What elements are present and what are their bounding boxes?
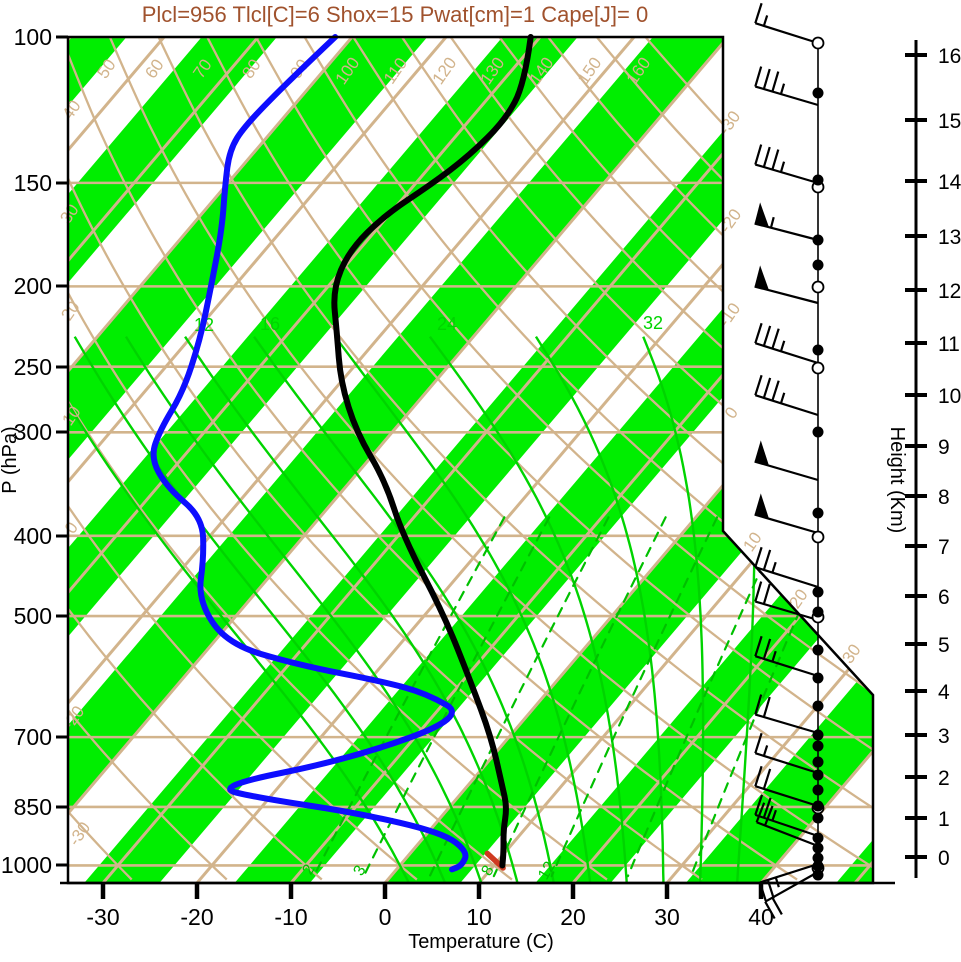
svg-text:3: 3 xyxy=(938,725,950,748)
temperature-curve xyxy=(331,34,534,869)
svg-text:15: 15 xyxy=(938,110,961,133)
svg-text:11: 11 xyxy=(938,333,960,356)
svg-text:2: 2 xyxy=(938,767,950,790)
isotherm-green-bands xyxy=(68,37,873,883)
svg-text:14: 14 xyxy=(938,171,961,194)
svg-text:8: 8 xyxy=(938,486,950,509)
svg-text:20: 20 xyxy=(57,298,83,324)
svg-text:300: 300 xyxy=(14,419,52,445)
height-axis-label: Height (Km) xyxy=(886,427,908,534)
svg-text:16: 16 xyxy=(260,314,280,334)
svg-text:-30: -30 xyxy=(715,107,745,138)
svg-text:20: 20 xyxy=(560,904,586,930)
svg-text:-20: -20 xyxy=(180,904,213,930)
svg-text:500: 500 xyxy=(14,603,52,629)
svg-text:250: 250 xyxy=(14,354,52,380)
svg-text:4: 4 xyxy=(938,681,950,704)
svg-text:10: 10 xyxy=(739,529,765,555)
svg-text:1000: 1000 xyxy=(1,852,52,878)
svg-text:13: 13 xyxy=(938,226,961,249)
svg-text:10: 10 xyxy=(938,385,961,408)
svg-text:200: 200 xyxy=(14,273,52,299)
svg-text:40: 40 xyxy=(58,97,84,123)
svg-text:30: 30 xyxy=(654,904,680,930)
svg-text:700: 700 xyxy=(14,724,52,750)
svg-text:150: 150 xyxy=(574,54,606,88)
svg-text:10: 10 xyxy=(466,904,492,930)
dewpoint-curve xyxy=(150,34,469,873)
svg-text:-30: -30 xyxy=(86,904,119,930)
svg-text:32: 32 xyxy=(643,313,663,333)
svg-text:16: 16 xyxy=(938,45,961,68)
svg-text:150: 150 xyxy=(14,170,52,196)
svg-text:5: 5 xyxy=(938,634,950,657)
svg-text:100: 100 xyxy=(14,24,52,50)
svg-text:7: 7 xyxy=(938,536,950,559)
svg-text:400: 400 xyxy=(14,523,52,549)
svg-text:12: 12 xyxy=(938,280,961,303)
svg-text:850: 850 xyxy=(14,794,52,820)
svg-text:0: 0 xyxy=(938,847,950,870)
svg-text:24: 24 xyxy=(437,314,457,334)
chart-title: Plcl=956 Tlcl[C]=6 Shox=15 Pwat[cm]=1 Ca… xyxy=(142,2,648,27)
svg-text:-10: -10 xyxy=(274,904,307,930)
wind-barb-column xyxy=(754,2,825,920)
pressure-axis-label: P (hPa) xyxy=(0,426,21,493)
svg-text:1: 1 xyxy=(938,808,950,831)
svg-text:6: 6 xyxy=(938,586,950,609)
svg-text:40: 40 xyxy=(748,904,774,930)
x-axis-label: Temperature (C) xyxy=(408,931,554,953)
svg-text:9: 9 xyxy=(938,436,950,459)
sounding-curves xyxy=(150,34,534,873)
svg-text:0: 0 xyxy=(379,904,392,930)
svg-text:12: 12 xyxy=(535,859,559,883)
axes: -30 -20 -10 0 10 20 30 401001502002503004005007… xyxy=(1,24,961,930)
